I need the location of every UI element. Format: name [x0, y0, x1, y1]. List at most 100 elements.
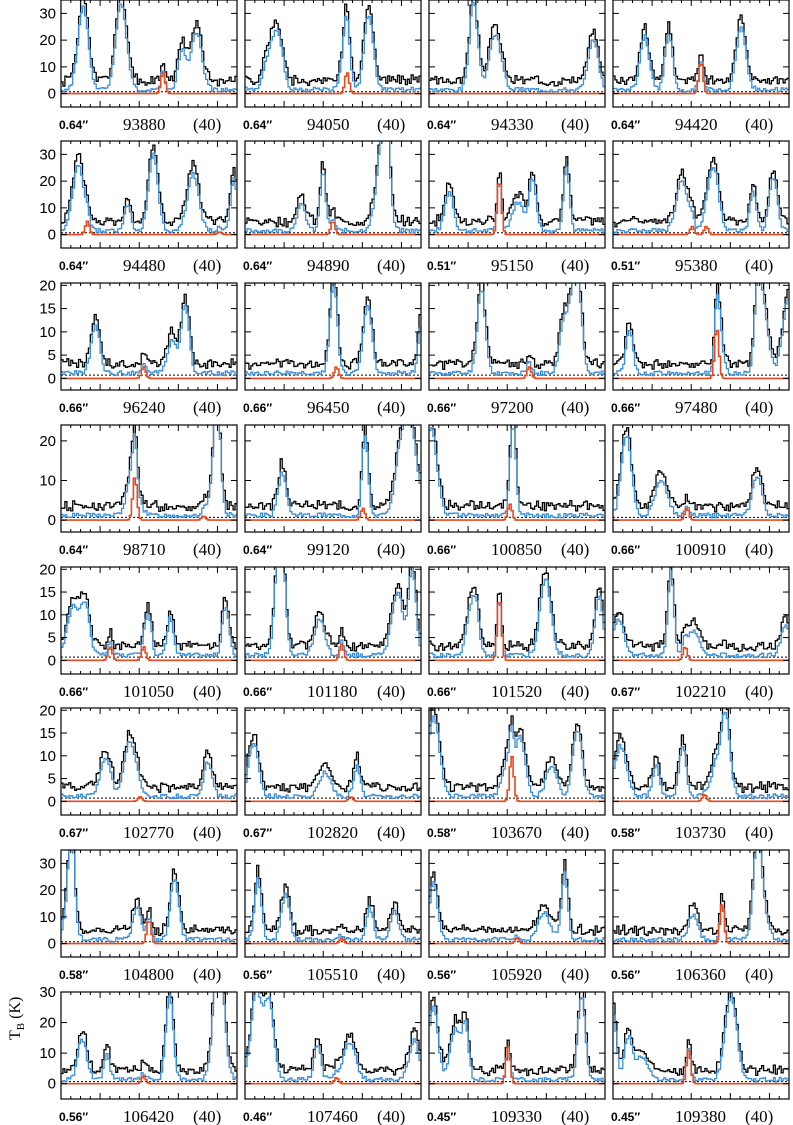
full-model-spectrum [429, 426, 605, 519]
full-model-spectrum [429, 578, 605, 659]
beam-size-label: 0.66″ [427, 543, 456, 557]
full-model-spectrum [613, 283, 789, 377]
species-model-spectrum [245, 72, 421, 95]
window-width-label: (40) [377, 256, 405, 275]
spectrum-panel: 0.56″ 105510 (40) [243, 849, 422, 984]
beam-size-label: 0.66″ [59, 401, 88, 415]
spectrum-panel: 0.64″ 94890 (40) [243, 140, 422, 275]
window-width-label: (40) [745, 682, 773, 701]
spectrum-panel: 0.66″ 97480 (40) [611, 282, 790, 417]
beam-size-label: 0.64″ [59, 543, 88, 557]
species-model-spectrum [61, 366, 237, 380]
species-model-spectrum [245, 507, 421, 521]
y-tick-label: 10 [39, 59, 56, 76]
observed-spectrum [613, 708, 789, 794]
y-tick-label: 10 [39, 472, 56, 489]
spectrum-panel: 0.66″ 97200 (40) [427, 282, 606, 417]
window-width-label: (40) [193, 398, 221, 417]
full-model-spectrum [245, 284, 421, 377]
y-tick-label: 15 [39, 301, 56, 318]
observed-spectrum [613, 283, 789, 370]
full-model-spectrum [245, 15, 421, 93]
window-width-label: (40) [561, 1107, 589, 1125]
beam-size-label: 0.58″ [611, 826, 640, 840]
species-model-spectrum [613, 329, 789, 380]
full-model-spectrum [429, 1, 605, 93]
observed-spectrum [613, 14, 789, 86]
spectrum-panel: 0.64″ 94050 (40) [243, 0, 422, 134]
beam-size-label: 0.45″ [427, 1110, 456, 1124]
beam-size-label: 0.66″ [611, 401, 640, 415]
y-axis-label: TB(K) [7, 997, 27, 1040]
y-tick-label: 10 [39, 909, 56, 926]
window-width-label: (40) [561, 115, 589, 134]
beam-size-label: 0.66″ [427, 685, 456, 699]
species-model-spectrum [61, 220, 237, 236]
beam-size-label: 0.64″ [59, 118, 88, 132]
frequency-label: 98710 [123, 540, 166, 559]
observed-spectrum [429, 992, 605, 1077]
species-model-spectrum [245, 937, 421, 945]
window-width-label: (40) [377, 823, 405, 842]
frequency-label: 95380 [675, 256, 718, 275]
species-model-spectrum [613, 64, 789, 95]
frequency-label: 106420 [123, 1107, 174, 1125]
frequency-label: 94420 [675, 115, 718, 134]
full-model-spectrum [613, 435, 789, 519]
species-model-spectrum [429, 366, 605, 380]
spectrum-panel: 0 10 20 30 0.64″ 94480 (40) [39, 140, 238, 275]
observed-spectrum [61, 850, 237, 937]
full-model-spectrum [245, 877, 421, 943]
y-tick-label: 5 [48, 347, 56, 364]
y-tick-label: 10 [39, 200, 56, 217]
window-width-label: (40) [745, 965, 773, 984]
window-width-label: (40) [377, 115, 405, 134]
frequency-label: 107460 [307, 1107, 358, 1125]
full-model-spectrum [245, 743, 421, 800]
beam-size-label: 0.66″ [243, 685, 272, 699]
panel-frame [60, 424, 238, 533]
spectrum-panel: 0.45″ 109330 (40) [427, 991, 606, 1125]
beam-size-label: 0.45″ [611, 1110, 640, 1124]
frequency-label: 97200 [491, 398, 534, 417]
observed-spectrum [613, 427, 789, 513]
spectrum-panel: 0.56″ 105920 (40) [427, 849, 606, 984]
beam-size-label: 0.64″ [59, 259, 88, 273]
species-model-spectrum [245, 796, 421, 803]
beam-size-label: 0.67″ [611, 685, 640, 699]
window-width-label: (40) [193, 823, 221, 842]
observed-spectrum [429, 708, 605, 793]
observed-spectrum [61, 0, 237, 87]
beam-size-label: 0.58″ [427, 826, 456, 840]
frequency-label: 101520 [491, 682, 542, 701]
spectrum-panel: 0 10 20 0.64″ 98710 (40) [39, 424, 238, 559]
species-model-spectrum [613, 646, 789, 662]
window-width-label: (40) [745, 398, 773, 417]
window-width-label: (40) [561, 823, 589, 842]
full-model-spectrum [61, 425, 237, 518]
y-tick-label: 30 [39, 5, 56, 22]
beam-size-label: 0.66″ [243, 401, 272, 415]
observed-spectrum [613, 567, 789, 653]
observed-spectrum [61, 144, 237, 226]
species-model-spectrum [61, 477, 237, 521]
beam-size-label: 0.56″ [611, 968, 640, 982]
full-model-spectrum [245, 141, 421, 234]
species-model-spectrum [613, 1049, 789, 1085]
frequency-label: 94050 [307, 115, 350, 134]
full-model-spectrum [61, 601, 237, 659]
observed-spectrum [245, 992, 421, 1076]
observed-spectrum [613, 992, 789, 1077]
spectrum-panel: 0 5 10 15 20 0.66″ 101050 (40) [39, 561, 238, 701]
observed-spectrum [61, 293, 237, 369]
beam-size-label: 0.67″ [59, 826, 88, 840]
y-tick-label: 0 [48, 1076, 56, 1093]
y-tick-label: 20 [39, 1015, 56, 1032]
panel-frame [612, 140, 790, 249]
beam-size-label: 0.58″ [59, 968, 88, 982]
frequency-label: 94480 [123, 256, 166, 275]
beam-size-label: 0.64″ [243, 118, 272, 132]
observed-spectrum [61, 591, 237, 651]
species-model-spectrum [429, 938, 605, 945]
